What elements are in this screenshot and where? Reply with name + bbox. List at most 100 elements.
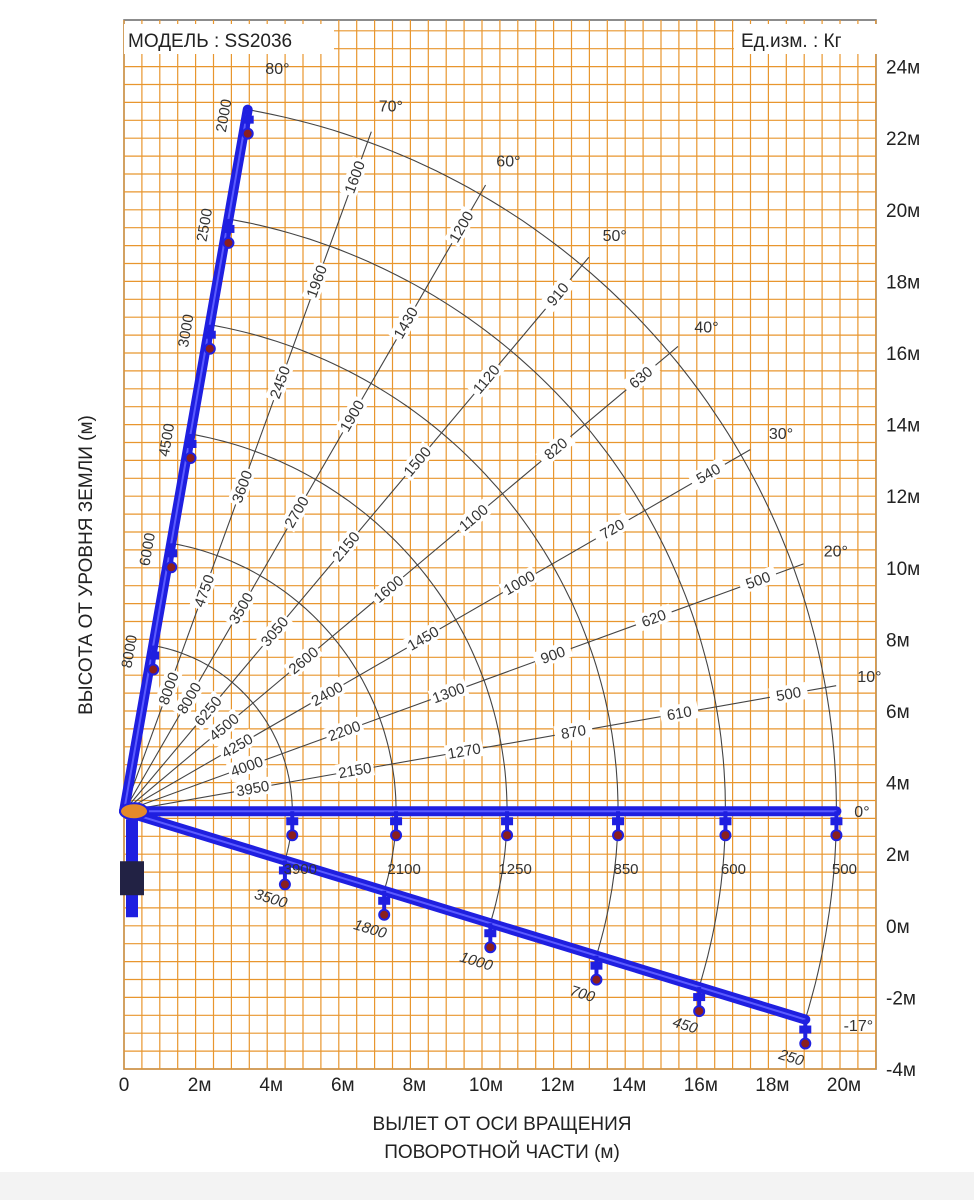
capacity-label-bg	[334, 758, 376, 782]
hook-block	[612, 817, 625, 826]
capacity-label-bg	[531, 640, 574, 670]
capacity-label-bg	[427, 678, 470, 708]
hook-block	[222, 224, 235, 233]
capacity-value: 3900	[284, 861, 317, 878]
capacity-label-bg	[687, 456, 729, 491]
angle-label: 10°	[857, 669, 881, 686]
capacity-label-bg	[659, 701, 700, 725]
capacity-label: 850	[613, 861, 638, 878]
capacity-label: 8000	[118, 634, 141, 670]
x-tick-label: 2м	[188, 1075, 212, 1096]
capacity-label: 870	[553, 719, 594, 744]
capacity-label-bg	[279, 491, 314, 533]
capacity-label: 6000	[136, 531, 159, 567]
hook-block	[484, 929, 497, 938]
hook-block	[286, 817, 299, 826]
y-tick-label: 14м	[886, 416, 920, 437]
capacity-label-bg	[172, 677, 206, 719]
capacity-label: 600	[721, 861, 746, 878]
x-tick-label: 6м	[331, 1075, 355, 1096]
capacity-value: 8000	[118, 634, 141, 670]
angle-label: -17°	[844, 1018, 874, 1035]
capacity-label-bg	[368, 570, 409, 608]
capacity-label: 2000	[213, 98, 236, 134]
boom-positions	[119, 104, 843, 1050]
hook	[501, 829, 514, 842]
y-tick-label: 22м	[886, 129, 920, 150]
hook-block	[147, 651, 160, 660]
capacity-value: 600	[721, 861, 746, 878]
capacity-label-bg	[632, 603, 675, 633]
hook	[590, 973, 603, 986]
hook-block	[501, 817, 514, 826]
capacity-label: 2100	[387, 861, 420, 878]
capacity-label-bg	[620, 358, 661, 396]
capacity-value: 4500	[156, 422, 179, 458]
hook	[612, 829, 625, 842]
capacity-label: 3950	[232, 776, 273, 800]
capacity-value: 2100	[387, 861, 420, 878]
capacity-label-bg	[334, 394, 369, 437]
capacity-label: 1250	[498, 861, 531, 878]
y-tick-label: 16м	[886, 344, 920, 365]
y-tick-label: -2м	[886, 988, 916, 1009]
capacity-label-bg	[232, 776, 273, 800]
hook	[484, 941, 497, 954]
angle-label: 80°	[265, 61, 289, 78]
capacity-label-bg	[538, 273, 577, 314]
hook-block	[241, 115, 254, 124]
capacity-value: 870	[560, 722, 588, 743]
capacity-label-bg	[398, 441, 436, 482]
hook	[222, 236, 235, 249]
capacity-label-bg	[301, 260, 331, 302]
capacity-label-bg	[591, 512, 633, 546]
capacity-label-bg	[467, 358, 505, 399]
capacity-label-bg	[189, 569, 219, 612]
hook	[147, 663, 160, 676]
capacity-value: 700	[568, 982, 598, 1006]
hook-block	[590, 961, 603, 970]
capacity-label: 500	[768, 681, 809, 706]
capacity-label-bg	[388, 301, 423, 344]
capacity-label-bg	[227, 465, 257, 508]
angle-label: 60°	[496, 153, 520, 170]
capacity-label: 610	[659, 701, 700, 725]
capacity-label: 3000	[175, 313, 198, 349]
x-tick-label: 16м	[684, 1075, 718, 1096]
capacity-label-bg	[283, 641, 324, 679]
hook	[241, 127, 254, 140]
y-tick-label: 12м	[886, 487, 920, 508]
y-tick-label: 10м	[886, 559, 920, 580]
capacity-value: 3950	[235, 778, 271, 801]
capacity-label: 4500	[156, 422, 179, 458]
hook	[799, 1037, 812, 1050]
x-tick-label: 12м	[540, 1075, 574, 1096]
hook	[719, 829, 732, 842]
model-label-bg	[124, 24, 334, 54]
y-tick-label: 18м	[886, 272, 920, 293]
x-tick-label: 0	[119, 1075, 130, 1096]
capacity-value: 6000	[136, 531, 159, 567]
capacity-label-bg	[402, 621, 444, 655]
y-tick-label: 2м	[886, 845, 910, 866]
hook	[203, 342, 216, 355]
capacity-label-bg	[203, 708, 244, 746]
capacity-label-bg	[768, 681, 809, 706]
angle-label: 20°	[824, 544, 848, 561]
hook-block	[830, 817, 843, 826]
angle-label: 0°	[854, 804, 869, 821]
capacity-label-bg	[265, 361, 295, 403]
grid	[123, 19, 877, 1070]
x-tick-label: 20м	[827, 1075, 861, 1096]
capacity-label-bg	[453, 498, 494, 537]
hook-block	[203, 330, 216, 339]
hook	[830, 829, 843, 842]
capacity-label-bg	[339, 156, 369, 198]
y-tick-label: 6м	[886, 702, 910, 723]
bottom-band	[0, 1172, 974, 1200]
hook-block	[278, 866, 291, 875]
hook-block	[184, 439, 197, 448]
capacity-label: 1270	[443, 739, 485, 763]
x-axis-title-line1: ВЫЛЕТ ОТ ОСИ ВРАЩЕНИЯ	[373, 1114, 632, 1135]
